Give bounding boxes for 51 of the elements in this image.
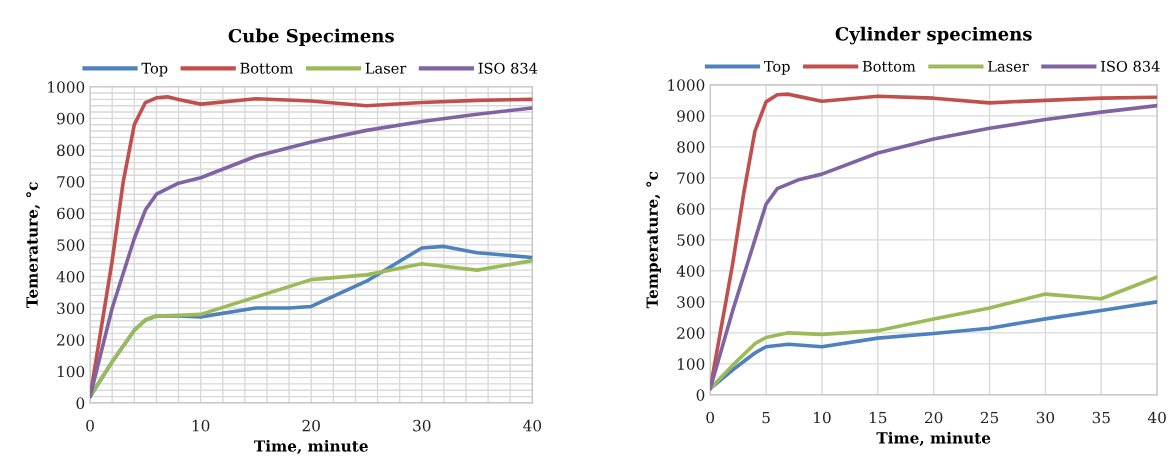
- x-tick-label: 15: [869, 411, 887, 424]
- legend-label: Bottom: [240, 62, 293, 74]
- x-tick-label: 30: [1036, 411, 1055, 424]
- y-tick-label: 700: [57, 176, 85, 188]
- y-tick-label: 600: [677, 203, 705, 215]
- legend-label: Laser: [365, 62, 407, 74]
- y-tick-label: 700: [677, 172, 705, 184]
- x-tick-label: 10: [192, 419, 210, 432]
- line-series: [710, 275, 1158, 391]
- chart-title: Cube Specimens: [228, 28, 394, 47]
- y-tick-label: 200: [677, 327, 705, 339]
- y-tick-label: 800: [57, 144, 85, 156]
- y-tick-label: 300: [677, 296, 705, 308]
- x-tick-label: 20: [924, 411, 943, 424]
- y-tick-label: 100: [678, 358, 705, 370]
- chart-title: Cylinder specimens: [835, 26, 1032, 45]
- y-axis-title: Temperature, °c: [646, 171, 661, 309]
- y-tick-label: 400: [676, 265, 705, 277]
- y-tick-label: 1000: [48, 81, 85, 93]
- y-tick-label: 200: [57, 334, 85, 346]
- legend-label: ISO 834: [478, 62, 538, 74]
- y-tick-label: 0: [696, 389, 705, 401]
- x-tick-label: 35: [1092, 411, 1110, 424]
- x-tick-label: 30: [413, 419, 431, 432]
- legend-label: Bottom: [862, 60, 916, 72]
- y-axis-title: Temerature, °c: [26, 182, 41, 308]
- x-tick-label: 20: [302, 419, 320, 432]
- legend-label: Laser: [988, 60, 1029, 72]
- y-tick-label: 500: [57, 239, 85, 251]
- x-tick-label: 0: [86, 419, 94, 432]
- legend-label: Top: [763, 60, 790, 75]
- legend-label: Top: [141, 62, 168, 77]
- x-tick-label: 0: [706, 411, 715, 424]
- x-tick-label: 40: [523, 419, 542, 432]
- y-tick-label: 300: [57, 302, 85, 315]
- y-tick-label: 500: [677, 234, 705, 246]
- x-tick-label: 25: [980, 411, 999, 424]
- y-tick-label: 900: [677, 110, 705, 122]
- x-tick-label: 10: [814, 411, 831, 424]
- x-tick-label: 5: [762, 411, 770, 424]
- y-tick-label: 0: [76, 397, 85, 409]
- y-tick-label: 400: [56, 270, 85, 283]
- y-tick-label: 1000: [668, 79, 705, 91]
- y-tick-label: 900: [57, 112, 85, 125]
- y-tick-label: 800: [677, 141, 705, 153]
- x-axis-title: Time, minute: [254, 439, 368, 455]
- y-tick-label: 100: [57, 365, 85, 378]
- x-tick-label: 40: [1147, 411, 1166, 424]
- legend-label: ISO 834: [1101, 60, 1160, 72]
- y-tick-label: 600: [57, 207, 85, 220]
- x-axis-title: Time, minute: [876, 431, 991, 446]
